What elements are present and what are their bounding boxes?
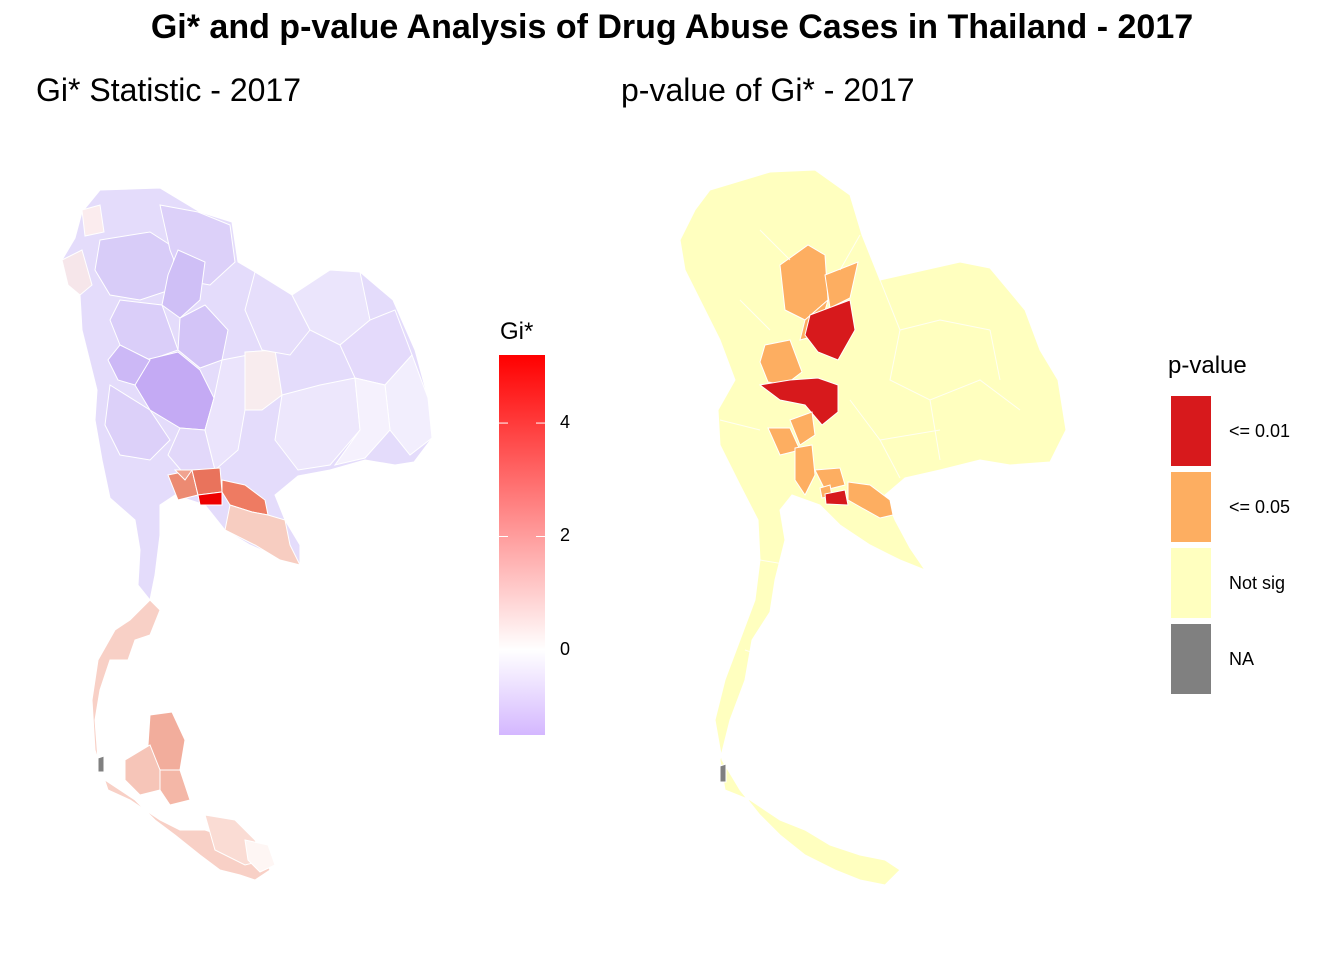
pvalue-map-borders [719,229,1021,831]
gi-region-hot-north [173,469,193,481]
pvalue-map-title: p-value of Gi* - 2017 [621,72,915,108]
gi-region-deep-south [244,839,276,873]
pvalue-legend-swatch [1171,472,1211,542]
pvalue-legend-title: p-value [1168,352,1247,379]
pvalue-legend-label: <= 0.05 [1229,497,1291,517]
gi-map-title: Gi* Statistic - 2017 [36,72,301,108]
gi-region-nw-pink [81,204,105,237]
gi-region-northeast-e [274,377,361,471]
gi-colorbar-fill [499,355,545,735]
gi-region-central-c [104,384,171,461]
p-region-sig05-east [847,481,894,519]
pvalue-legend-label: Not sig [1229,573,1286,593]
gi-region-northeast-f [333,377,391,466]
gi-tick-label: 4 [560,412,571,433]
gi-region-west-top [61,249,93,296]
p-region-base [679,169,1067,886]
p-region-sig01-north [804,299,856,361]
pvalue-legend-swatch [1171,396,1211,466]
p-region-sig05-central-a [789,411,816,446]
p-region-sig05-bkk-a [814,467,846,491]
gi-map-regions [61,187,433,881]
gi-tick-label: 0 [560,638,571,659]
p-region-sig01-central [758,377,839,426]
pvalue-legend-swatch [1171,624,1211,694]
gi-legend-title: Gi* [500,318,534,345]
p-region-sig01-bkk [824,489,849,506]
gi-colorbar-ticks [499,422,545,651]
gi-region-east-coast [224,504,301,566]
p-region-na [719,763,727,783]
gi-region-north-a [94,231,176,301]
gi-region-na [97,755,105,773]
pvalue-legend-label: <= 0.01 [1229,421,1291,441]
p-border-lines [719,229,1021,831]
p-region-sig05-north-b [824,261,859,309]
pvalue-legend-label: NA [1229,649,1255,669]
main-title: Gi* and p-value Analysis of Drug Abuse C… [150,8,1194,46]
gi-region-hottest [197,491,223,506]
gi-region-south-c [124,744,161,796]
gi-tick-label: 2 [560,525,571,546]
pvalue-legend-swatch [1171,548,1211,618]
pvalue-map-regions [679,169,1067,886]
gi-region-central-b [107,344,151,386]
gi-colorbar [499,355,545,735]
p-region-sig05-central-c [794,444,816,496]
